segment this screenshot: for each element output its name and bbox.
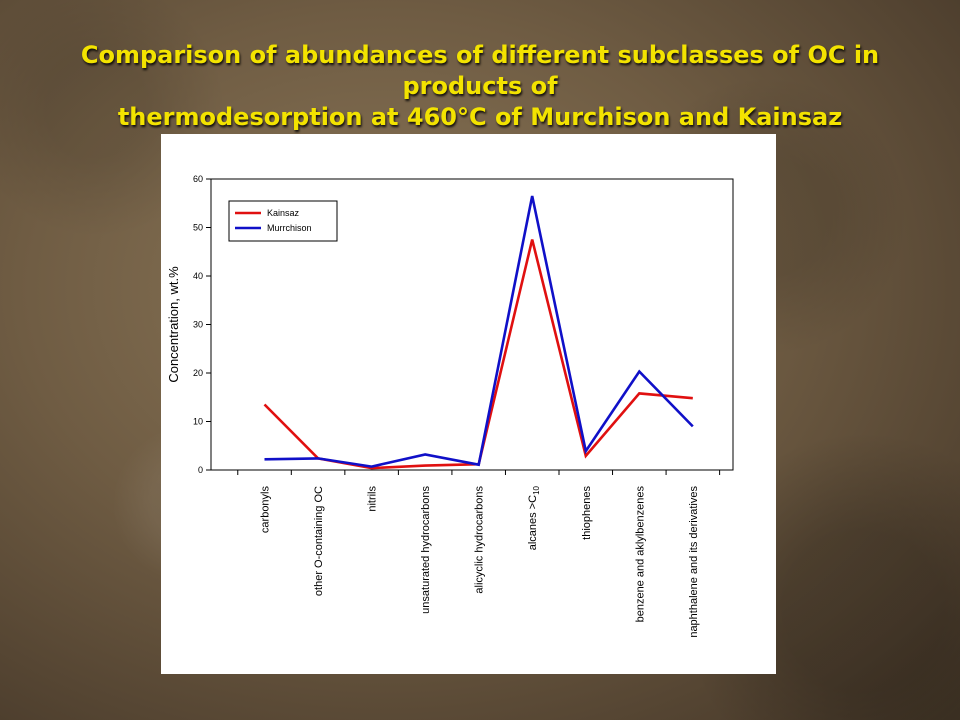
- x-tick-label: alicyclic hydrocarbons: [474, 486, 486, 594]
- x-tick-label: thiophenes: [581, 486, 593, 540]
- line-chart: 0 10 20 30 40 50 60 Concentration, wt.% carbonyl…: [166, 174, 734, 638]
- slide-title: Comparison of abundances of different su…: [40, 40, 920, 133]
- x-tick-label: benzene and aklylbenzenes: [634, 486, 646, 623]
- y-tick-label: 40: [193, 271, 203, 281]
- legend-box: [228, 200, 338, 242]
- y-tick-label: 0: [198, 465, 203, 475]
- slide-title-line-2: thermodesorption at 460°C of Murchison a…: [117, 103, 843, 131]
- y-tick-label: 60: [193, 174, 203, 184]
- series-line-murrchison: [264, 195, 694, 468]
- legend-label: Murrchison: [267, 223, 312, 233]
- slide-title-line-1: Comparison of abundances of different su…: [80, 41, 880, 100]
- y-tick-label: 10: [193, 417, 203, 427]
- x-tick-label-subscript: 10: [532, 485, 541, 494]
- series-line-kainsaz: [263, 239, 693, 470]
- x-tick-label: unsaturated hydrocarbons: [420, 486, 432, 614]
- x-tick-label: other O-containing OC: [313, 486, 325, 596]
- x-tick-label: nitrils: [367, 486, 379, 512]
- legend-label: Kainsaz: [267, 208, 300, 218]
- x-tick-label: naphthalene and its derivatives: [688, 486, 700, 638]
- x-tick-label: carbonyls: [260, 486, 272, 534]
- y-tick-label: 50: [193, 223, 203, 233]
- y-tick-label: 30: [193, 320, 203, 330]
- x-tick-label: alcanes >C10: [527, 485, 541, 550]
- chart-panel: 0 10 20 30 40 50 60 Concentration, wt.% carbonyl…: [161, 134, 776, 674]
- y-tick-label: 20: [193, 368, 203, 378]
- y-axis-label: Concentration, wt.%: [166, 266, 181, 383]
